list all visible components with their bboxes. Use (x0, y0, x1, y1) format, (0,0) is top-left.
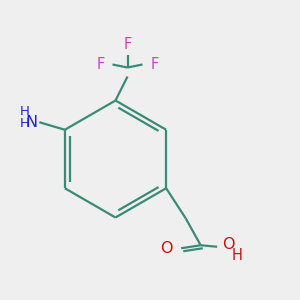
Text: F: F (123, 38, 132, 52)
Text: H: H (20, 117, 29, 130)
Text: F: F (150, 57, 159, 72)
Text: O: O (222, 237, 235, 252)
Text: N: N (26, 115, 38, 130)
Text: H: H (20, 105, 29, 118)
Text: H: H (232, 248, 243, 263)
Text: O: O (160, 241, 172, 256)
Text: F: F (96, 57, 105, 72)
